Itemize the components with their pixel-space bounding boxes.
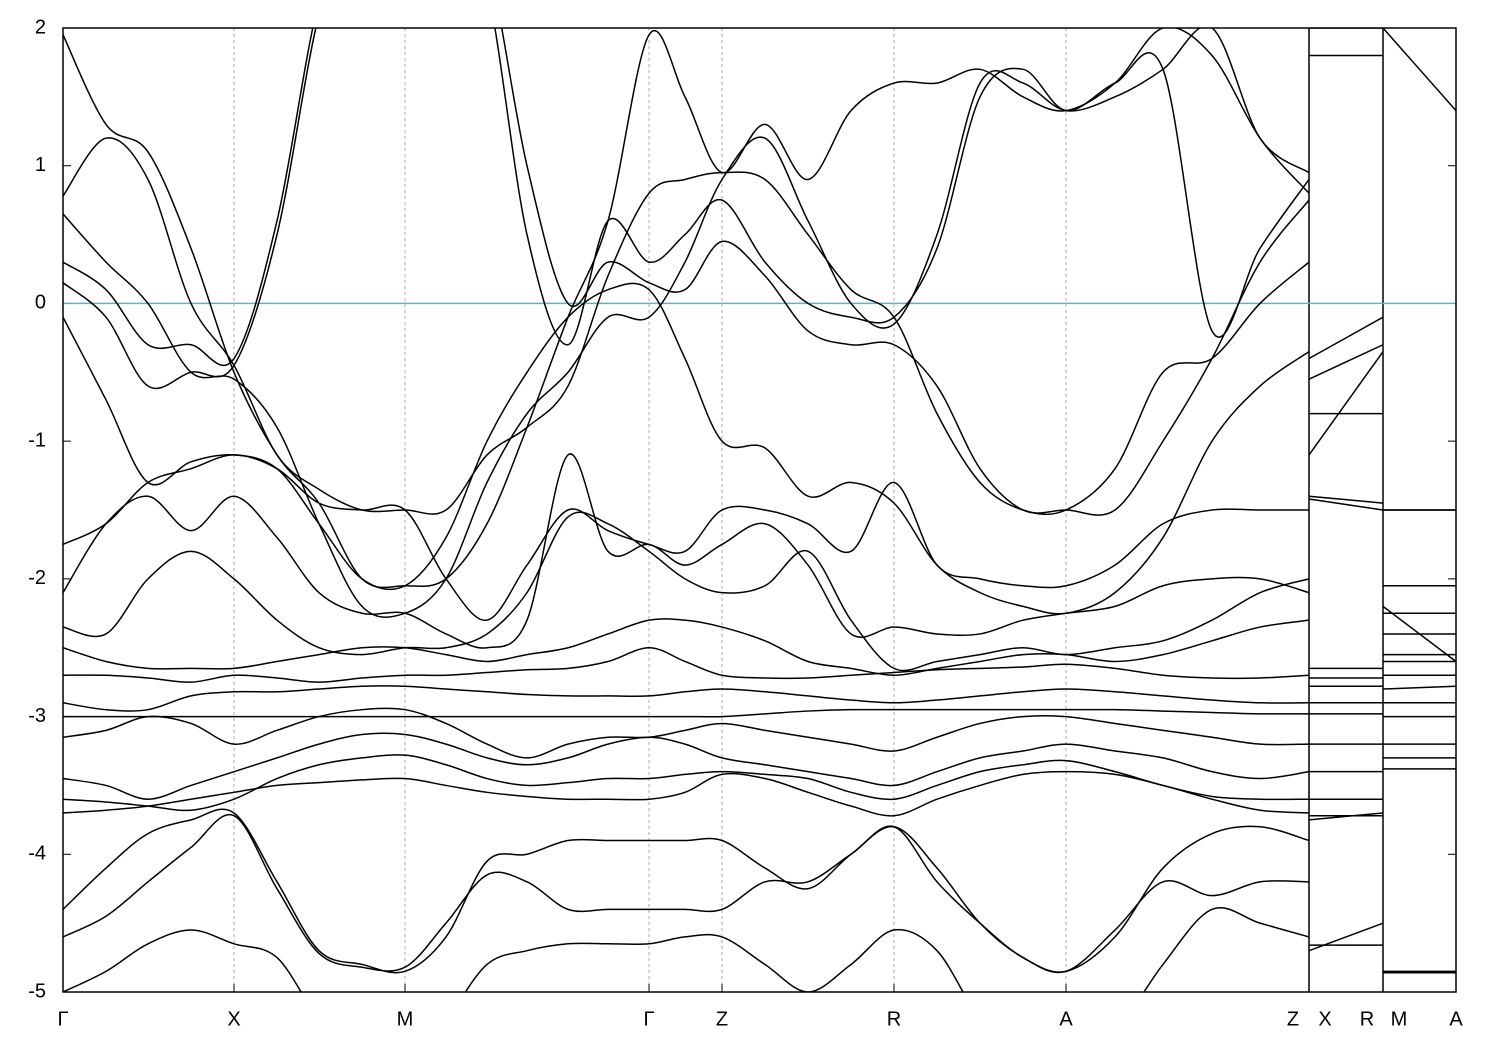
y-tick-label: -1 (28, 429, 46, 451)
band (63, 618, 1456, 679)
band (63, 754, 1456, 812)
x-tick-label: R (887, 1008, 901, 1030)
band (63, 685, 1456, 712)
band (63, 28, 1456, 587)
y-tick-label: -3 (28, 705, 46, 727)
x-tick-label: X (1318, 1008, 1331, 1030)
band (63, 707, 1456, 759)
band (63, 28, 1456, 663)
x-tick-label: R (1360, 1008, 1374, 1030)
band (63, 137, 1456, 516)
y-tick-label: -2 (28, 567, 46, 589)
band (63, 646, 1456, 688)
band (63, 813, 1456, 974)
y-tick-label: 2 (35, 16, 46, 38)
band (63, 702, 1456, 718)
y-tick-label: -4 (28, 843, 46, 865)
plot-frame (62, 27, 1457, 993)
x-tick-label: Γ (57, 1008, 68, 1030)
band (63, 454, 1456, 621)
x-tick-label: M (1391, 1008, 1408, 1030)
x-tick-label: Z (716, 1008, 728, 1030)
band (63, 732, 1456, 800)
band (63, 907, 1383, 992)
band (63, 28, 1456, 589)
y-tick-label: 0 (35, 292, 46, 314)
x-tick-label: A (1449, 1008, 1463, 1030)
x-tick-label: M (397, 1008, 414, 1030)
x-tick-label: Γ (643, 1008, 654, 1030)
bands (63, 28, 1456, 992)
x-tick-label: X (227, 1008, 240, 1030)
x-tick-label: A (1059, 1008, 1073, 1030)
y-tick-label: -5 (28, 980, 46, 1002)
y-tick-label: 1 (35, 154, 46, 176)
x-tick-label: Z (1287, 1008, 1299, 1030)
